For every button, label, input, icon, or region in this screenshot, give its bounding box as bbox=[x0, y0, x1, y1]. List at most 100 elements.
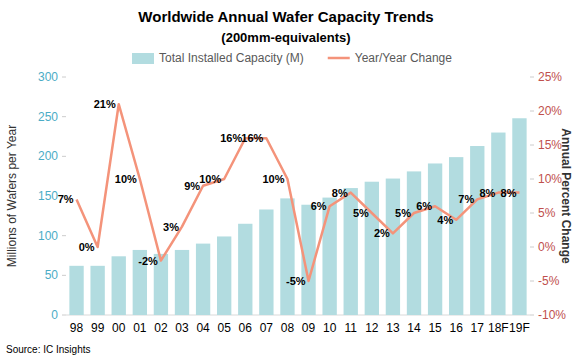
data-labels: 7%0%21%10%-2%3%9%10%16%16%10%-5%6%8%5%2%… bbox=[58, 98, 517, 287]
bar bbox=[428, 163, 442, 315]
y-tick bbox=[62, 315, 66, 316]
bar bbox=[69, 266, 83, 315]
y-tick bbox=[62, 235, 66, 236]
y2-tick bbox=[530, 315, 534, 316]
data-label: 6% bbox=[416, 200, 432, 212]
legend-swatch bbox=[328, 57, 350, 60]
data-label: 10% bbox=[262, 173, 284, 185]
x-tick-label: 17 bbox=[471, 321, 485, 335]
y-tick bbox=[62, 275, 66, 276]
bar bbox=[407, 171, 421, 315]
x-tick-label: 18F bbox=[488, 321, 509, 335]
data-label: 16% bbox=[241, 132, 263, 144]
source: Source: IC Insights bbox=[6, 344, 90, 355]
bar bbox=[365, 182, 379, 315]
x-tick-label: 04 bbox=[196, 321, 210, 335]
x-tick-label: 07 bbox=[260, 321, 274, 335]
bar bbox=[112, 256, 126, 315]
y2-tick-label: -5% bbox=[538, 274, 560, 288]
y-tick bbox=[62, 116, 66, 117]
data-label: 9% bbox=[184, 180, 200, 192]
y-tick-label: 100 bbox=[38, 229, 58, 243]
y2-tick bbox=[530, 77, 534, 78]
bar bbox=[449, 157, 463, 315]
bar bbox=[280, 198, 294, 315]
y-tick-label: 50 bbox=[45, 268, 59, 282]
x-tick-label: 19F bbox=[509, 321, 530, 335]
legend-swatch bbox=[132, 53, 154, 64]
y-tick bbox=[62, 77, 66, 78]
x-tick-label: 00 bbox=[112, 321, 126, 335]
chart: Worldwide Annual Wafer Capacity Trends (2… bbox=[0, 0, 572, 358]
line bbox=[77, 104, 520, 281]
y-tick-label: 150 bbox=[38, 189, 58, 203]
bar bbox=[196, 244, 210, 315]
data-label: 7% bbox=[458, 193, 474, 205]
data-label: 8% bbox=[501, 187, 517, 199]
bar bbox=[259, 209, 273, 315]
y2-tick-label: -10% bbox=[538, 308, 566, 322]
data-label: 4% bbox=[437, 214, 453, 226]
title: Worldwide Annual Wafer Capacity Trends bbox=[138, 8, 433, 25]
legend: Total Installed Capacity (M) Year/Year Ch… bbox=[132, 51, 452, 65]
x-tick-label: 99 bbox=[91, 321, 105, 335]
y2-tick-label: 25% bbox=[538, 70, 562, 84]
bar bbox=[470, 146, 484, 315]
x-tick-label: 11 bbox=[344, 321, 357, 335]
y2-tick bbox=[530, 213, 534, 214]
y-tick-label: 300 bbox=[38, 70, 58, 84]
bar bbox=[322, 198, 336, 315]
data-label: 3% bbox=[163, 221, 179, 233]
y-tick-label: 200 bbox=[38, 149, 58, 163]
bar bbox=[386, 179, 400, 315]
x-tick-label: 02 bbox=[154, 321, 168, 335]
x-tick-label: 08 bbox=[281, 321, 295, 335]
data-label: 5% bbox=[353, 207, 369, 219]
subtitle: (200mm-equivalents) bbox=[221, 30, 350, 45]
data-label: 10% bbox=[115, 173, 137, 185]
data-label: 2% bbox=[374, 227, 390, 239]
x-tick-label: 98 bbox=[70, 321, 84, 335]
y2-tick-label: 10% bbox=[538, 172, 562, 186]
legend-label: Total Installed Capacity (M) bbox=[159, 51, 304, 65]
y2-tick bbox=[530, 281, 534, 282]
y2-tick bbox=[530, 145, 534, 146]
y2-tick-label: 15% bbox=[538, 138, 562, 152]
y-tick-label: 0 bbox=[51, 308, 58, 322]
data-label: 21% bbox=[94, 98, 116, 110]
y-tick-label: 250 bbox=[38, 110, 58, 124]
data-label: 6% bbox=[311, 200, 327, 212]
x-tick-label: 09 bbox=[302, 321, 316, 335]
y2-tick bbox=[530, 111, 534, 112]
bar bbox=[491, 133, 505, 315]
plot-area bbox=[69, 104, 526, 315]
bar bbox=[175, 250, 189, 315]
y2-tick-label: 0% bbox=[538, 240, 556, 254]
y2-tick bbox=[530, 247, 534, 248]
data-label: 5% bbox=[395, 207, 411, 219]
bar bbox=[512, 118, 526, 315]
data-label: 16% bbox=[220, 132, 242, 144]
y2-tick bbox=[530, 179, 534, 180]
x-tick-label: 13 bbox=[386, 321, 400, 335]
y-axis-title: Millions of Wafers per Year bbox=[5, 125, 19, 267]
data-label: 7% bbox=[58, 193, 74, 205]
bar bbox=[90, 266, 104, 315]
data-label: 8% bbox=[479, 187, 495, 199]
x-tick-label: 10 bbox=[323, 321, 337, 335]
bar bbox=[217, 236, 231, 315]
x-tick-label: 16 bbox=[450, 321, 464, 335]
data-label: -2% bbox=[138, 255, 158, 267]
data-label: 10% bbox=[199, 173, 221, 185]
y2-tick-label: 20% bbox=[538, 104, 562, 118]
bar bbox=[238, 224, 252, 315]
x-tick-label: 14 bbox=[407, 321, 421, 335]
data-label: -5% bbox=[286, 275, 306, 287]
x-tick-label: 03 bbox=[175, 321, 189, 335]
x-tick-label: 05 bbox=[218, 321, 232, 335]
legend-label: Year/Year Change bbox=[355, 51, 453, 65]
x-tick-label: 12 bbox=[365, 321, 379, 335]
x-tick-label: 06 bbox=[239, 321, 253, 335]
data-label: 0% bbox=[79, 241, 95, 253]
data-label: 8% bbox=[332, 187, 348, 199]
